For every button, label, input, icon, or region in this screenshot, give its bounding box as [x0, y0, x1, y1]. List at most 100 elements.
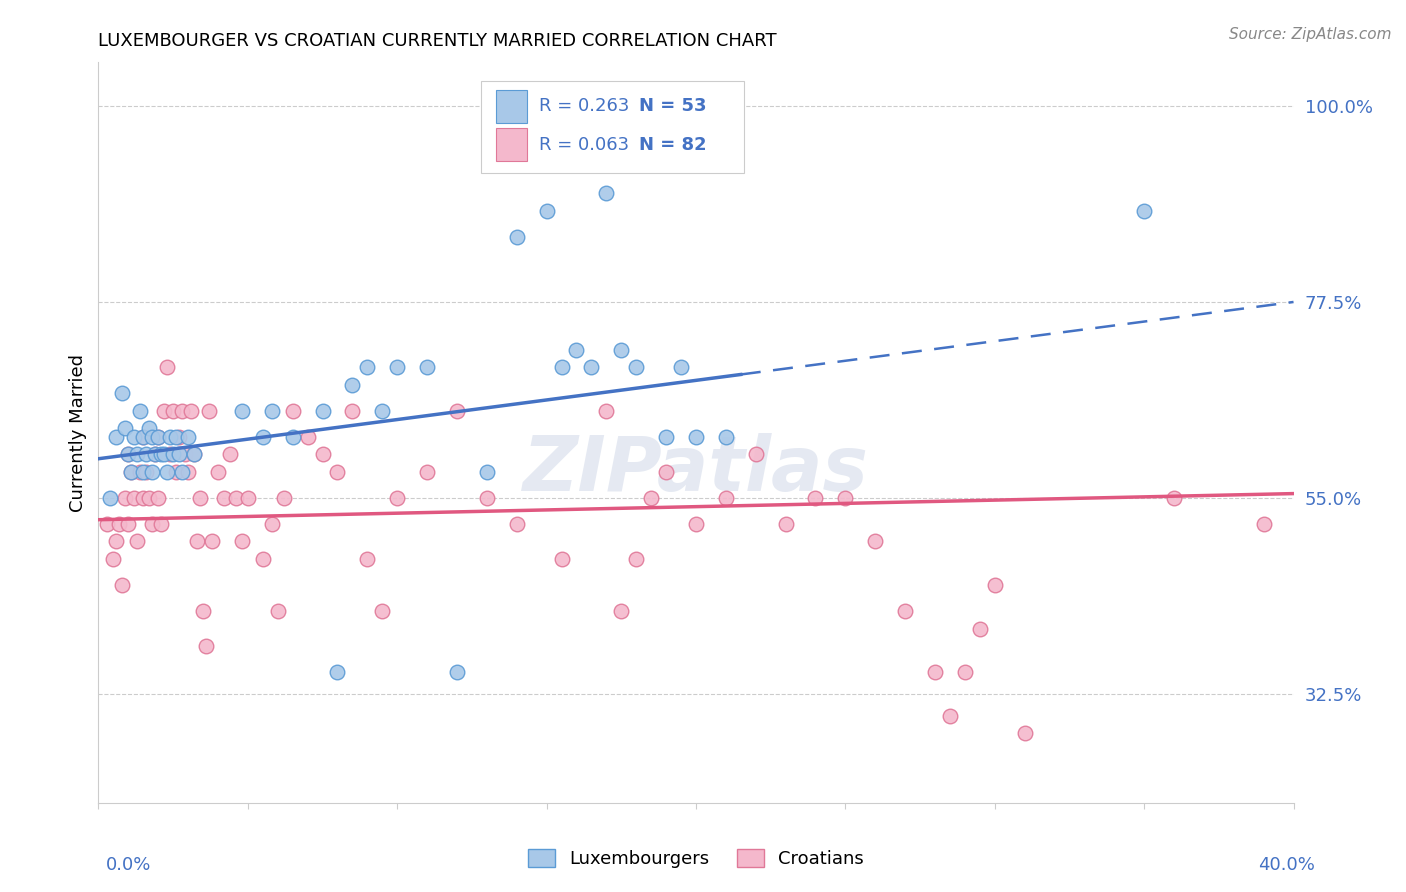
Point	[804, 491, 827, 505]
Point	[148, 430, 170, 444]
FancyBboxPatch shape	[496, 90, 527, 123]
Point	[565, 343, 588, 357]
Point	[96, 517, 118, 532]
Point	[550, 360, 572, 375]
Point	[138, 491, 160, 505]
Point	[865, 534, 887, 549]
Point	[281, 404, 304, 418]
Point	[183, 447, 205, 461]
Point	[132, 430, 155, 444]
Point	[446, 665, 468, 680]
Point	[475, 491, 498, 505]
Point	[984, 578, 1007, 592]
Point	[153, 447, 176, 461]
Point	[177, 430, 200, 444]
Point	[135, 447, 157, 461]
Point	[297, 430, 319, 444]
Text: ZIPatlas: ZIPatlas	[523, 433, 869, 507]
Point	[969, 622, 991, 636]
Point	[371, 604, 394, 618]
Text: Source: ZipAtlas.com: Source: ZipAtlas.com	[1229, 27, 1392, 42]
Point	[281, 430, 304, 444]
Point	[924, 665, 946, 680]
Point	[129, 404, 152, 418]
Point	[132, 430, 155, 444]
FancyBboxPatch shape	[481, 81, 744, 173]
Point	[326, 465, 349, 479]
Point	[416, 465, 439, 479]
Point	[105, 534, 128, 549]
Point	[953, 665, 976, 680]
Point	[231, 534, 253, 549]
FancyBboxPatch shape	[496, 128, 527, 161]
Point	[195, 639, 218, 653]
Point	[103, 552, 125, 566]
Legend: Luxembourgers, Croatians: Luxembourgers, Croatians	[520, 841, 872, 875]
Point	[132, 465, 155, 479]
Point	[167, 447, 190, 461]
Point	[236, 491, 259, 505]
Point	[610, 343, 633, 357]
Point	[342, 377, 364, 392]
Point	[626, 552, 648, 566]
Point	[129, 465, 152, 479]
Point	[111, 578, 134, 592]
Point	[252, 552, 274, 566]
Point	[156, 465, 179, 479]
Point	[141, 465, 163, 479]
Point	[124, 430, 146, 444]
Point	[150, 517, 173, 532]
Point	[356, 360, 378, 375]
Point	[550, 552, 572, 566]
Point	[114, 491, 136, 505]
Text: R = 0.263: R = 0.263	[540, 97, 630, 115]
Point	[894, 604, 917, 618]
Point	[225, 491, 247, 505]
Point	[267, 604, 290, 618]
Point	[191, 604, 214, 618]
Point	[446, 404, 468, 418]
Point	[98, 491, 122, 505]
Point	[416, 360, 439, 375]
Point	[165, 430, 187, 444]
Point	[595, 186, 617, 200]
Point	[475, 465, 498, 479]
Point	[138, 421, 160, 435]
Point	[177, 465, 200, 479]
Point	[111, 386, 134, 401]
Point	[127, 447, 149, 461]
Point	[148, 491, 170, 505]
Point	[640, 491, 662, 505]
Point	[124, 491, 146, 505]
Point	[143, 447, 166, 461]
Point	[141, 430, 163, 444]
Point	[626, 360, 648, 375]
Point	[260, 517, 283, 532]
Point	[1014, 726, 1036, 740]
Point	[311, 404, 333, 418]
Point	[385, 491, 409, 505]
Point	[114, 421, 136, 435]
Point	[775, 517, 797, 532]
Point	[1133, 203, 1156, 218]
Point	[506, 229, 529, 244]
Point	[745, 447, 768, 461]
Text: R = 0.063: R = 0.063	[540, 136, 630, 153]
Point	[655, 430, 678, 444]
Point	[132, 491, 155, 505]
Point	[183, 447, 205, 461]
Point	[180, 404, 202, 418]
Point	[685, 430, 707, 444]
Point	[143, 447, 166, 461]
Point	[714, 430, 737, 444]
Point	[186, 534, 208, 549]
Point	[117, 447, 139, 461]
Point	[159, 447, 181, 461]
Point	[120, 465, 142, 479]
Point	[685, 517, 707, 532]
Point	[506, 517, 529, 532]
Point	[162, 404, 184, 418]
Point	[141, 517, 163, 532]
Point	[356, 552, 378, 566]
Text: N = 53: N = 53	[638, 97, 706, 115]
